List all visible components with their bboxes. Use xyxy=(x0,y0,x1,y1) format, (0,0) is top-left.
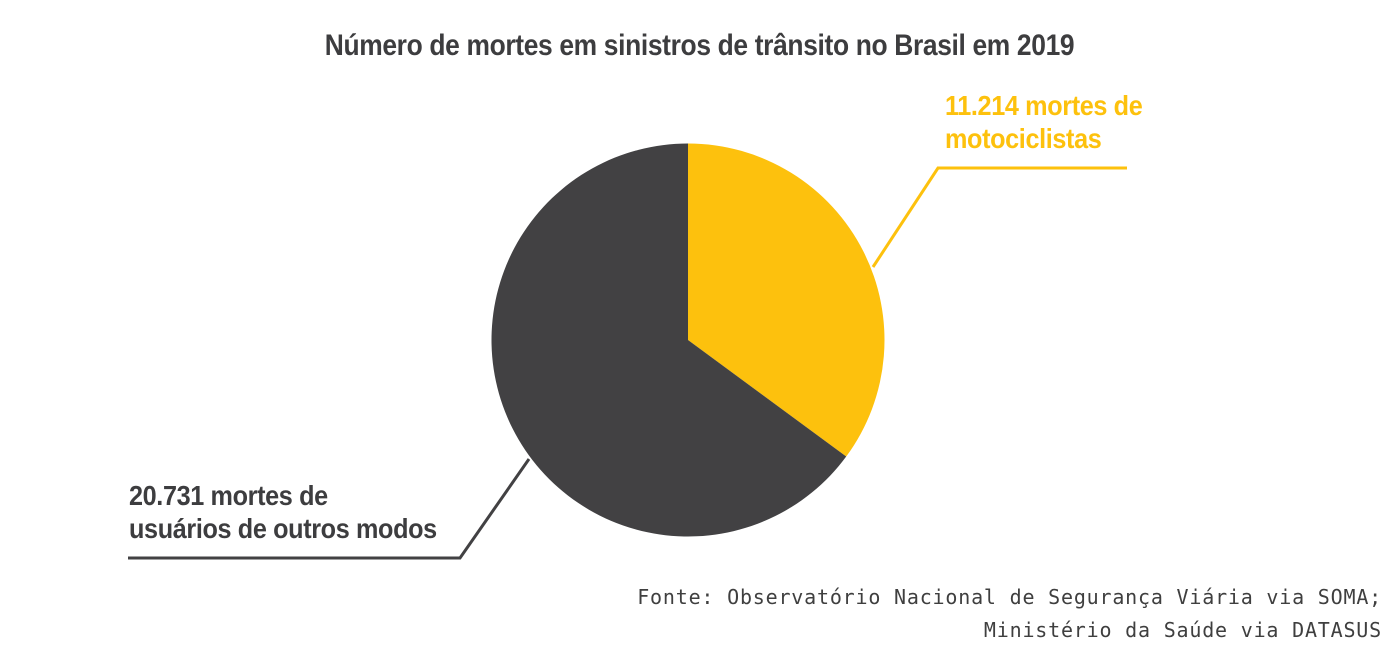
source-note-line1: Fonte: Observatório Nacional de Seguranç… xyxy=(637,585,1382,609)
callout-outros-modos-line1: 20.731 mortes de xyxy=(129,480,328,511)
pie-slice-outros-modos xyxy=(491,143,847,537)
source-note-line2: Ministério da Saúde via DATASUS xyxy=(983,618,1382,642)
pie-slice-motociclistas xyxy=(688,143,885,457)
callout-motociclistas-line1: 11.214 mortes de xyxy=(945,90,1143,121)
callout-outros-modos-line2: usuários de outros modos xyxy=(129,513,437,544)
pie-slices xyxy=(491,143,885,537)
leader-line-motociclistas xyxy=(871,166,1127,268)
leader-line-outros-modos xyxy=(128,458,531,560)
callout-outros-modos: 20.731 mortes de usuários de outros modo… xyxy=(129,479,437,545)
callout-motociclistas-line2: motociclistas xyxy=(945,123,1102,154)
source-note: Fonte: Observatório Nacional de Seguranç… xyxy=(637,581,1382,647)
chart-title: Número de mortes em sinistros de trânsit… xyxy=(324,29,1075,62)
callout-motociclistas: 11.214 mortes de motociclistas xyxy=(945,89,1143,155)
